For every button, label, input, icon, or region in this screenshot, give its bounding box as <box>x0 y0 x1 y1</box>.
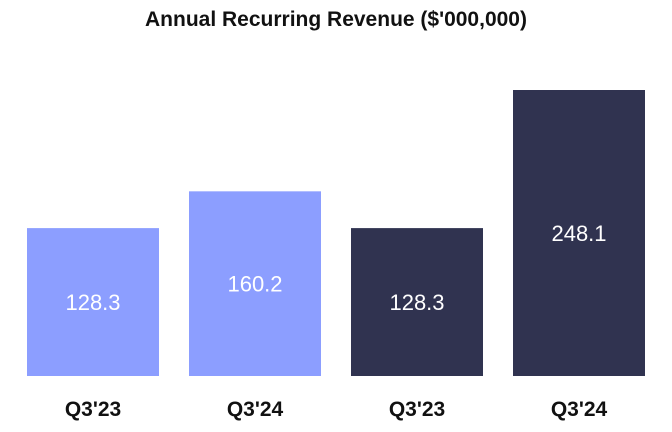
bar-0 <box>27 228 159 376</box>
bar-2 <box>351 228 483 376</box>
bar-3 <box>513 90 645 376</box>
x-tick-label-2: Q3'23 <box>389 398 445 421</box>
bar-value-label-3: 248.1 <box>551 221 606 246</box>
bars-layer <box>27 90 645 376</box>
x-tick-label-0: Q3'23 <box>65 398 121 421</box>
x-tick-labels-layer: Q3'23 Q3'24 Q3'23 Q3'24 <box>65 398 608 421</box>
x-tick-label-1: Q3'24 <box>227 398 284 421</box>
chart-title: Annual Recurring Revenue ($'000,000) <box>145 8 527 31</box>
bar-value-label-0: 128.3 <box>65 290 120 315</box>
value-labels-layer: 128.3 160.2 128.3 248.1 <box>65 221 606 315</box>
bar-value-label-1: 160.2 <box>227 272 282 297</box>
x-tick-label-3: Q3'24 <box>551 398 608 421</box>
bar-1 <box>189 191 321 376</box>
bar-value-label-2: 128.3 <box>389 290 444 315</box>
